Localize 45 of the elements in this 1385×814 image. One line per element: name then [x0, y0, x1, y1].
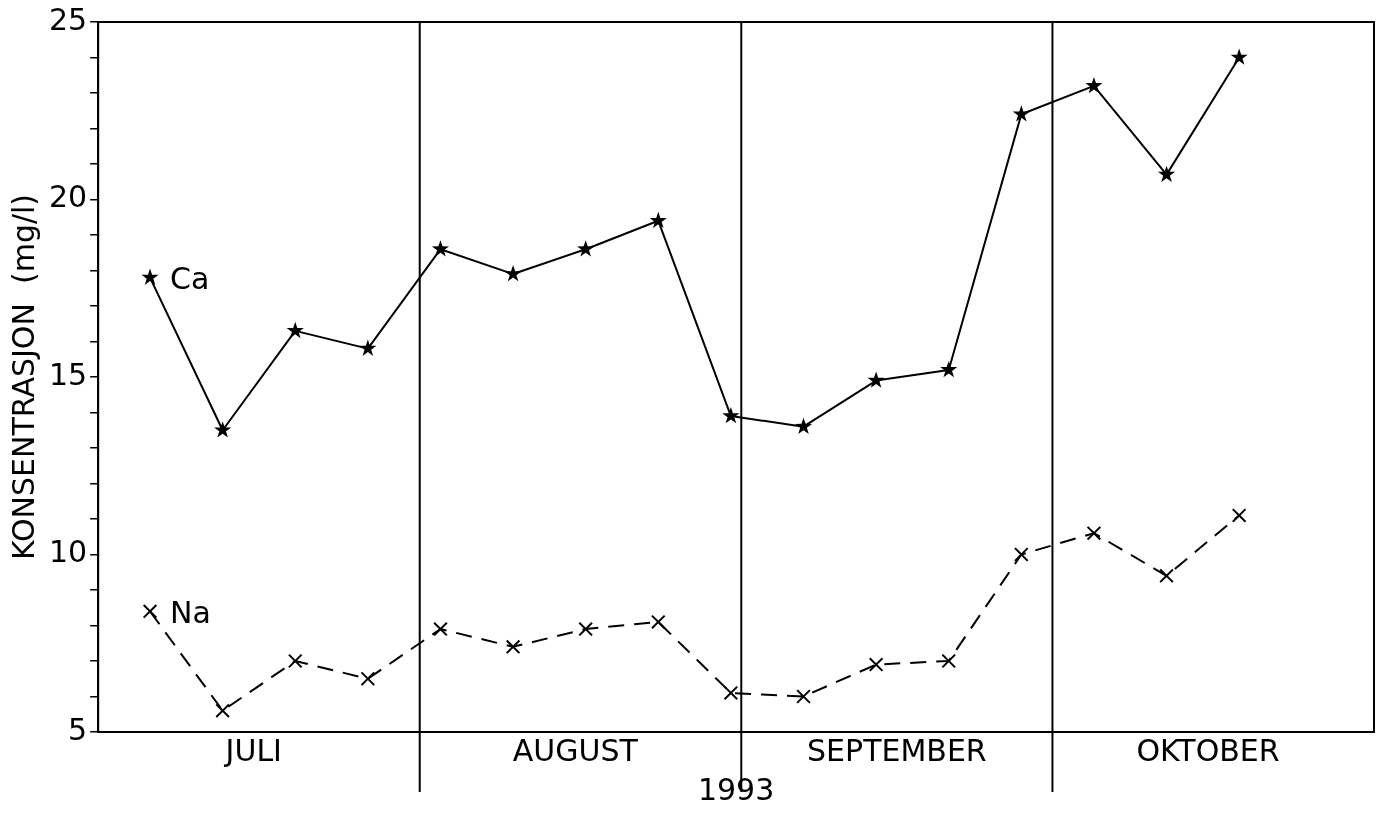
point: [941, 653, 957, 669]
point: [359, 339, 377, 356]
point: [1230, 48, 1248, 65]
point: [578, 621, 594, 637]
point: [796, 689, 811, 704]
y-tick-label: 5: [68, 711, 88, 747]
y-tick-label: 10: [48, 534, 88, 570]
point: [431, 240, 450, 257]
point: [505, 639, 521, 655]
point: [1157, 165, 1176, 182]
point: [867, 371, 885, 388]
point: [650, 614, 666, 630]
x-tick-label: SEPTEMBER: [807, 732, 987, 768]
point: [577, 240, 595, 257]
point: [794, 417, 813, 434]
point: [1159, 568, 1174, 584]
point: [722, 407, 740, 424]
point: [1086, 525, 1102, 541]
point: [142, 603, 158, 619]
point: [868, 657, 884, 672]
point: [287, 653, 303, 669]
point: [504, 265, 522, 282]
point: [215, 703, 231, 719]
y-tick-label: 20: [48, 179, 88, 215]
point: [940, 360, 958, 378]
x-tick-label: OKTOBER: [1136, 732, 1280, 768]
point: [723, 685, 739, 701]
x-axis-title: 1993: [697, 771, 775, 807]
point: [649, 211, 667, 229]
point: [1012, 105, 1030, 122]
point: [141, 268, 159, 285]
series-label: Ca: [170, 261, 210, 297]
point: [214, 421, 232, 438]
x-tick-label: JULI: [223, 732, 282, 768]
y-axis-title: KONSENTRASJON (mg/l): [5, 193, 41, 561]
point: [286, 321, 304, 339]
series-label: Na: [170, 595, 211, 631]
y-tick-label: 15: [48, 356, 88, 392]
point: [1231, 508, 1247, 523]
x-tick-label: AUGUST: [512, 732, 639, 768]
y-tick-label: 25: [48, 1, 88, 37]
point: [1085, 76, 1103, 94]
point: [1013, 547, 1029, 562]
point: [433, 621, 448, 637]
point: [360, 671, 376, 687]
